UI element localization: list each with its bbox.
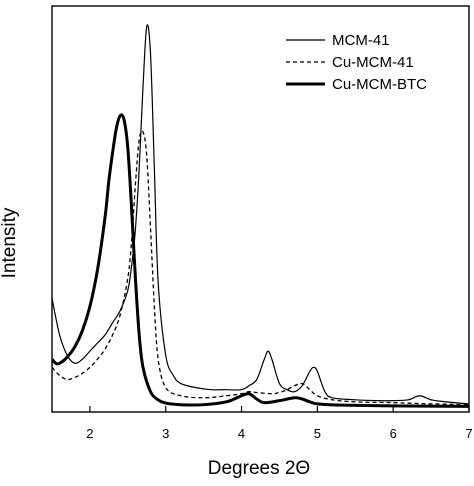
x-tick-label: 5 (314, 426, 321, 441)
x-axis-ticks: 2 3 4 5 6 7 (86, 406, 473, 441)
series-line-2 (52, 113, 469, 408)
x-tick-label: 6 (390, 426, 397, 441)
legend-entry-1: Cu-MCM-41 (332, 54, 414, 71)
legend-entry-2: Cu-MCM-BTC (332, 76, 427, 93)
y-axis-label: Intensity (0, 207, 20, 278)
x-tick-label: 4 (238, 426, 245, 441)
plot-area (52, 24, 469, 408)
x-tick-label: 7 (465, 426, 472, 441)
axes (51, 5, 470, 413)
x-tick-label: 2 (86, 426, 93, 441)
plot-frame (51, 5, 470, 413)
legend: MCM-41 Cu-MCM-41 Cu-MCM-BTC (286, 32, 427, 93)
legend-entry-0: MCM-41 (332, 32, 390, 49)
series-line-1 (52, 130, 469, 406)
x-axis-label: Degrees 2Θ (208, 458, 310, 479)
series-line-0 (52, 24, 469, 405)
x-tick-label: 3 (162, 426, 169, 441)
